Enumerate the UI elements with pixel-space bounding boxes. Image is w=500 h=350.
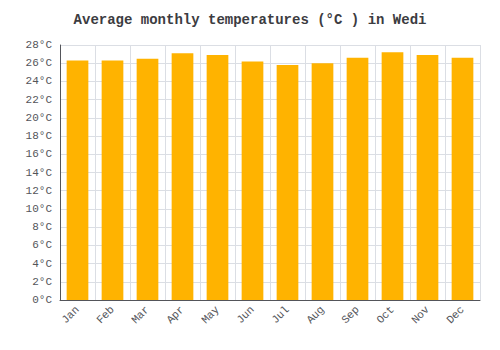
- svg-text:24°C: 24°C: [26, 75, 53, 87]
- svg-text:4°C: 4°C: [32, 258, 52, 270]
- svg-text:Aug: Aug: [304, 304, 326, 326]
- svg-text:6°C: 6°C: [32, 239, 52, 251]
- svg-text:Average monthly temperatures (: Average monthly temperatures (°C ) in We…: [74, 12, 427, 28]
- svg-text:8°C: 8°C: [32, 221, 52, 233]
- svg-text:Apr: Apr: [164, 304, 186, 326]
- svg-text:16°C: 16°C: [26, 148, 53, 160]
- svg-text:26°C: 26°C: [26, 57, 53, 69]
- svg-text:14°C: 14°C: [26, 167, 53, 179]
- svg-text:Jul: Jul: [269, 304, 291, 326]
- svg-text:Sep: Sep: [339, 304, 361, 326]
- svg-text:Dec: Dec: [444, 304, 466, 326]
- svg-text:28°C: 28°C: [26, 39, 53, 51]
- svg-text:Jun: Jun: [234, 304, 256, 326]
- svg-text:Jan: Jan: [59, 304, 81, 326]
- svg-text:2°C: 2°C: [32, 276, 52, 288]
- svg-text:18°C: 18°C: [26, 130, 53, 142]
- svg-text:Nov: Nov: [409, 303, 432, 326]
- svg-text:20°C: 20°C: [26, 112, 53, 124]
- svg-text:May: May: [199, 303, 222, 326]
- svg-text:0°C: 0°C: [32, 294, 52, 306]
- svg-text:Feb: Feb: [94, 304, 116, 326]
- svg-text:12°C: 12°C: [26, 185, 53, 197]
- svg-text:22°C: 22°C: [26, 94, 53, 106]
- svg-text:10°C: 10°C: [26, 203, 53, 215]
- svg-text:Mar: Mar: [129, 304, 151, 326]
- svg-text:Oct: Oct: [374, 304, 396, 326]
